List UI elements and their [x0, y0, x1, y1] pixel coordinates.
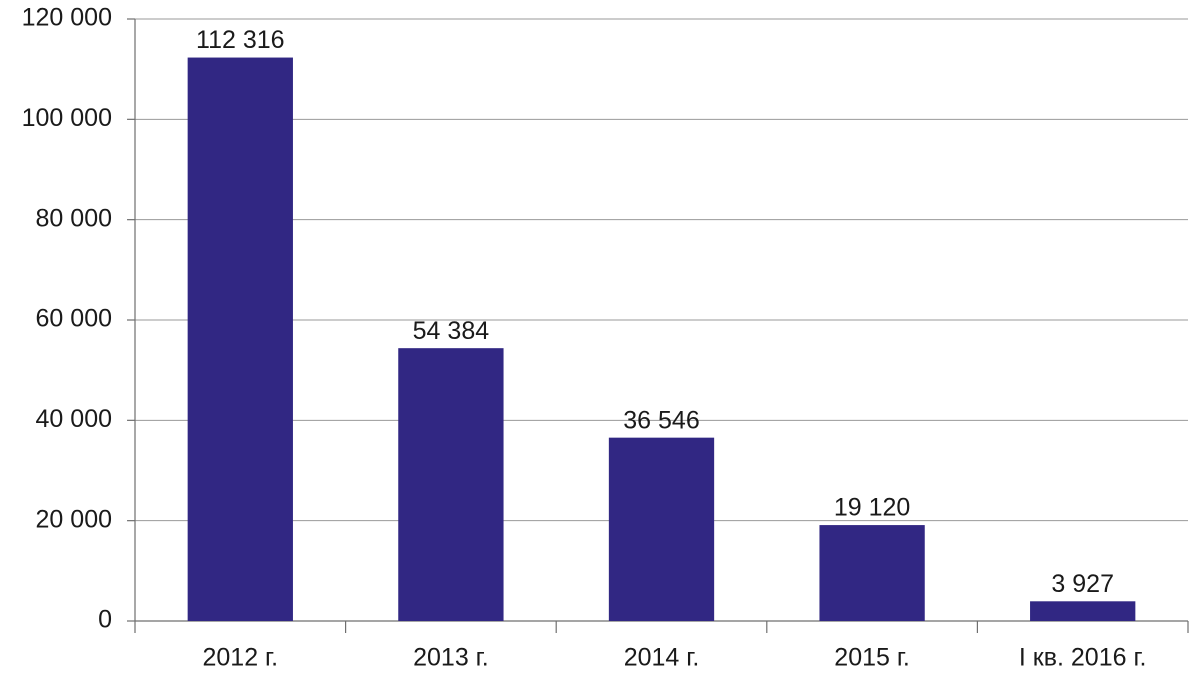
bar	[1030, 601, 1136, 621]
y-tick-label: 60 000	[36, 305, 112, 333]
x-tick-label: I кв. 2016 г.	[1019, 644, 1147, 672]
y-tick-label: 120 000	[22, 4, 112, 32]
data-label: 36 546	[623, 406, 699, 434]
y-tick-label: 80 000	[36, 204, 112, 232]
x-tick-label: 2012 г.	[203, 644, 279, 672]
x-tick-label: 2014 г.	[624, 644, 700, 672]
data-label: 19 120	[834, 494, 910, 522]
data-label: 112 316	[196, 26, 285, 54]
data-label: 54 384	[413, 317, 490, 345]
data-label: 3 927	[1051, 570, 1114, 598]
bar	[398, 348, 504, 621]
y-tick-label: 20 000	[36, 505, 112, 533]
bar	[819, 525, 925, 621]
bar	[608, 437, 715, 621]
y-tick-label: 40 000	[36, 405, 112, 433]
x-tick-label: 2015 г.	[834, 644, 910, 672]
bar	[187, 57, 293, 621]
y-tick-label: 0	[98, 606, 112, 634]
y-tick-label: 100 000	[22, 104, 112, 132]
x-tick-label: 2013 г.	[413, 644, 489, 672]
